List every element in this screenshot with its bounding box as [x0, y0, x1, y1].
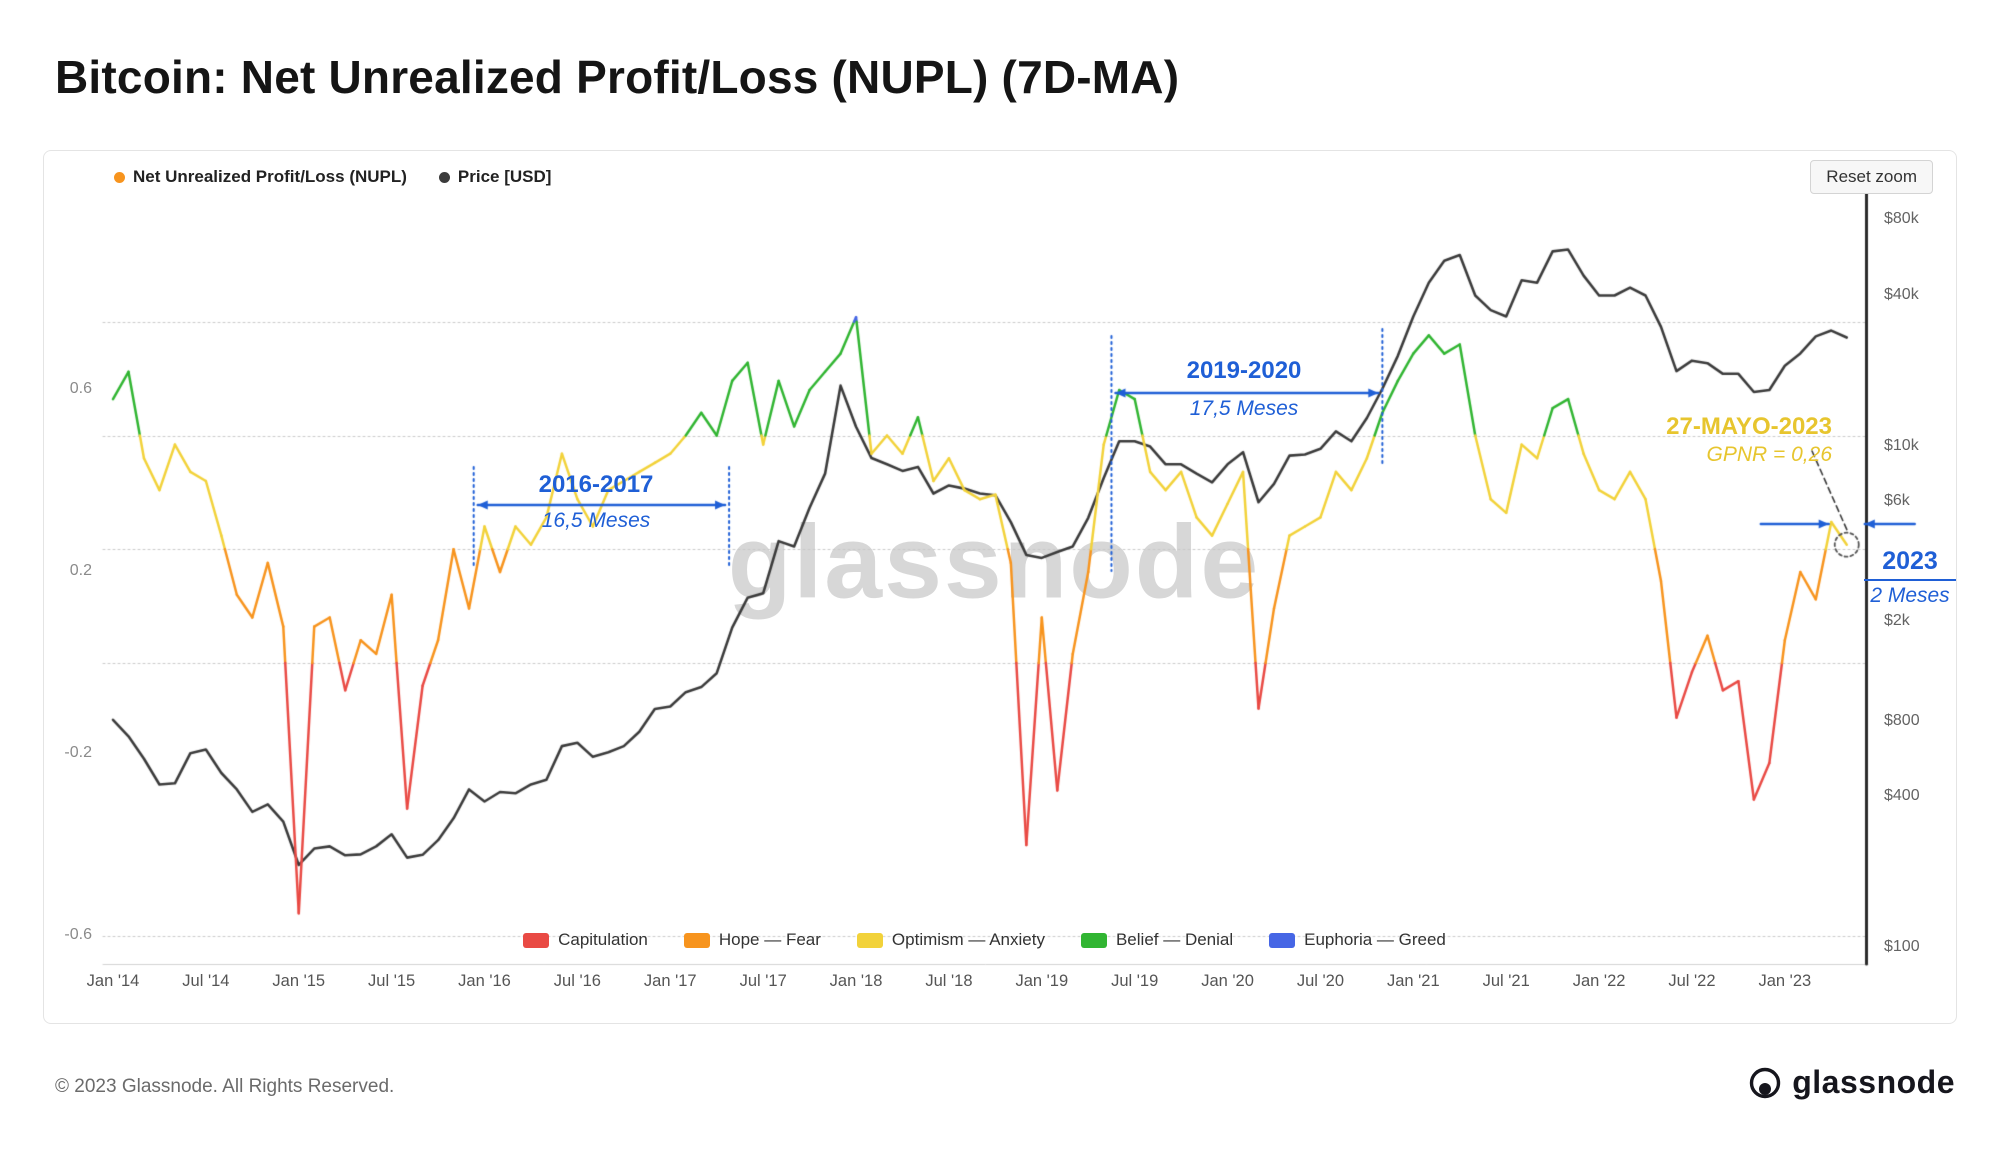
annotation-span-2023-label: 2023	[1864, 547, 1956, 581]
band-legend-optimism-anxiety-label: Optimism — Anxiety	[891, 930, 1045, 949]
band-legend-item-belief-denial[interactable]: Belief — Denial	[1080, 930, 1234, 950]
band-legend-hope-fear-label: Hope — Fear	[718, 930, 821, 949]
nupl-series-dot-icon	[114, 171, 125, 183]
nupl-price-chart-canvas[interactable]	[44, 151, 1958, 1025]
annotation-span-2023-duration: 2 Meses	[1870, 584, 1950, 607]
legend-item-nupl[interactable]: Net Unrealized Profit/Loss (NUPL)	[114, 167, 407, 187]
band-legend-belief-denial-label: Belief — Denial	[1115, 930, 1234, 949]
band-legend-euphoria-greed-label: Euphoria — Greed	[1304, 930, 1446, 949]
series-legend: Net Unrealized Profit/Loss (NUPL) Price …	[114, 167, 551, 187]
band-legend-capitulation-label: Capitulation	[558, 930, 648, 949]
price-series-dot-icon	[438, 171, 450, 183]
hope-fear-swatch-icon	[683, 932, 710, 948]
footer-copyright: © 2023 Glassnode. All Rights Reserved.	[55, 1076, 395, 1097]
capitulation-swatch-icon	[523, 932, 550, 948]
annotation-callout-value: GPNR = 0,26	[1706, 443, 1832, 466]
page-title: Bitcoin: Net Unrealized Profit/Loss (NUP…	[55, 51, 1180, 103]
band-legend-item-capitulation[interactable]: Capitulation	[523, 930, 648, 950]
legend-item-price-label: Price [USD]	[457, 167, 552, 186]
annotation-span-2016-2017-duration: 16,5 Meses	[541, 509, 651, 532]
glassnode-logo-icon	[1750, 1067, 1781, 1098]
band-legend: Capitulation Hope — Fear Optimism — Anxi…	[103, 930, 1866, 950]
band-legend-item-euphoria-greed[interactable]: Euphoria — Greed	[1269, 930, 1446, 950]
glassnode-brand-text: glassnode	[1792, 1064, 1955, 1100]
annotation-callout-may-2023: 27-MAYO-2023 GPNR = 0,26	[1666, 413, 1832, 467]
annotation-span-2019-2020-label: 2019-2020	[1186, 357, 1302, 384]
annotation-span-2019-2020-duration: 17,5 Meses	[1189, 397, 1299, 420]
legend-item-price[interactable]: Price [USD]	[438, 167, 552, 187]
band-legend-item-optimism-anxiety[interactable]: Optimism — Anxiety	[856, 930, 1045, 950]
annotation-callout-date: 27-MAYO-2023	[1666, 413, 1832, 440]
annotation-span-2023: 2023 2 Meses	[1864, 547, 1956, 608]
annotation-span-2016-2017-label: 2016-2017	[538, 471, 654, 498]
reset-zoom-button[interactable]: Reset zoom	[1810, 160, 1933, 194]
glassnode-brand: glassnode	[1748, 1064, 1955, 1101]
legend-item-nupl-label: Net Unrealized Profit/Loss (NUPL)	[133, 167, 407, 186]
belief-denial-swatch-icon	[1080, 932, 1107, 948]
band-legend-item-hope-fear[interactable]: Hope — Fear	[683, 930, 821, 950]
optimism-anxiety-swatch-icon	[856, 932, 883, 948]
euphoria-greed-swatch-icon	[1269, 932, 1296, 948]
